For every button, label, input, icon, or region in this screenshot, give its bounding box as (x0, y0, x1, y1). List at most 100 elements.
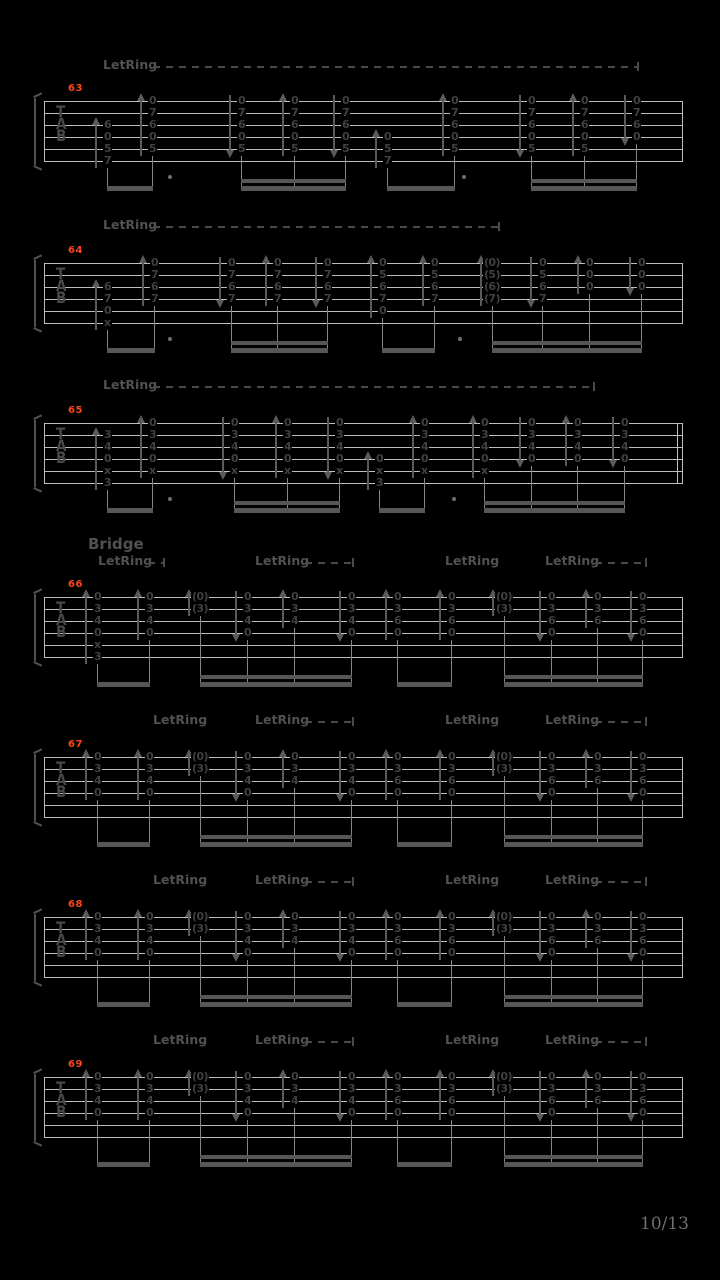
beat-column[interactable] (223, 415, 247, 499)
beat-column[interactable] (316, 255, 340, 339)
beat-column[interactable] (413, 415, 437, 499)
beat-column[interactable] (573, 93, 597, 177)
letring-label: LetRing (153, 712, 208, 727)
beat-column[interactable] (96, 93, 120, 177)
staff-line (44, 161, 683, 162)
beat-column[interactable] (86, 589, 110, 673)
beat-column[interactable] (340, 589, 364, 673)
beat-column[interactable] (540, 909, 564, 993)
beat-column[interactable] (283, 93, 307, 177)
beat-column[interactable] (96, 255, 120, 339)
beat-column[interactable] (566, 415, 590, 499)
beat-column[interactable] (493, 909, 517, 993)
beat-column[interactable] (613, 415, 637, 499)
beat-column[interactable] (586, 1069, 610, 1153)
beat-column[interactable] (138, 909, 162, 993)
beat-column[interactable] (481, 255, 505, 339)
beat-column[interactable] (631, 1069, 655, 1153)
beat-column[interactable] (440, 589, 464, 673)
beat-column[interactable] (220, 255, 244, 339)
beat-column[interactable] (138, 589, 162, 673)
beat-column[interactable] (625, 93, 649, 177)
barline-end-inner (677, 423, 678, 484)
beat-column[interactable] (283, 1069, 307, 1153)
beat-column[interactable] (586, 589, 610, 673)
fret-number: 0 (585, 256, 595, 269)
system-bracket-hook-bottom (33, 661, 43, 667)
beat-column[interactable] (283, 749, 307, 833)
beat-column[interactable] (540, 749, 564, 833)
beat-column[interactable] (368, 415, 392, 499)
barline-start (44, 917, 45, 978)
beat-column[interactable] (540, 589, 564, 673)
beat-column[interactable] (334, 93, 358, 177)
beat-column[interactable] (520, 415, 544, 499)
note-stem (624, 466, 625, 513)
fret-number: 0 (237, 94, 247, 107)
beat-column[interactable] (440, 749, 464, 833)
beat-column[interactable] (276, 415, 300, 499)
beat-column[interactable] (236, 909, 260, 993)
beat-column[interactable] (189, 589, 213, 673)
beat-column[interactable] (143, 255, 167, 339)
beat-column[interactable] (586, 909, 610, 993)
beat-column[interactable] (520, 93, 544, 177)
beat-column[interactable] (423, 255, 447, 339)
beat-column[interactable] (340, 1069, 364, 1153)
fret-number: 0 (527, 452, 537, 465)
beat-column[interactable] (86, 749, 110, 833)
staff-line (44, 125, 683, 126)
beat-column[interactable] (189, 909, 213, 993)
beat-column[interactable] (440, 1069, 464, 1153)
beat-column[interactable] (631, 749, 655, 833)
fret-number: 6 (547, 1094, 557, 1107)
beat-column[interactable] (141, 93, 165, 177)
beat-column[interactable] (493, 1069, 517, 1153)
letring-dash (153, 386, 593, 388)
beat-column[interactable] (386, 1069, 410, 1153)
beat-column[interactable] (266, 255, 290, 339)
beat-column[interactable] (493, 749, 517, 833)
beat-column[interactable] (141, 415, 165, 499)
beat-column[interactable] (236, 1069, 260, 1153)
beat-column[interactable] (236, 749, 260, 833)
beat-column[interactable] (386, 749, 410, 833)
beat-column[interactable] (473, 415, 497, 499)
beat-column[interactable] (138, 1069, 162, 1153)
beat-column[interactable] (283, 589, 307, 673)
beat-column[interactable] (86, 1069, 110, 1153)
fret-number: 0 (283, 416, 293, 429)
beat-column[interactable] (631, 909, 655, 993)
beat-column[interactable] (493, 589, 517, 673)
fret-number: (3) (191, 762, 209, 775)
fret-number: 0 (527, 416, 537, 429)
beat-column[interactable] (86, 909, 110, 993)
beat-column[interactable] (189, 1069, 213, 1153)
beat-column[interactable] (371, 255, 395, 339)
beat-column[interactable] (586, 749, 610, 833)
beat-column[interactable] (328, 415, 352, 499)
beat-column[interactable] (440, 909, 464, 993)
beat-column[interactable] (340, 749, 364, 833)
beat-column[interactable] (376, 93, 400, 177)
staff-line (44, 965, 683, 966)
beat-column[interactable] (386, 909, 410, 993)
beat-column[interactable] (578, 255, 602, 339)
beat-column[interactable] (630, 255, 654, 339)
strum-up-arrow-shaft (95, 285, 97, 330)
letring-dash (153, 66, 637, 68)
fret-number: 0 (237, 130, 247, 143)
beat-column[interactable] (138, 749, 162, 833)
beat-column[interactable] (189, 749, 213, 833)
beat-column[interactable] (236, 589, 260, 673)
strum-up-arrow-shaft (188, 915, 190, 936)
beat-column[interactable] (531, 255, 555, 339)
beat-column[interactable] (540, 1069, 564, 1153)
beat-column[interactable] (283, 909, 307, 993)
beat-column[interactable] (340, 909, 364, 993)
beat-column[interactable] (631, 589, 655, 673)
beat-column[interactable] (230, 93, 254, 177)
beat-column[interactable] (386, 589, 410, 673)
beat-column[interactable] (443, 93, 467, 177)
beat-column[interactable] (96, 415, 120, 499)
